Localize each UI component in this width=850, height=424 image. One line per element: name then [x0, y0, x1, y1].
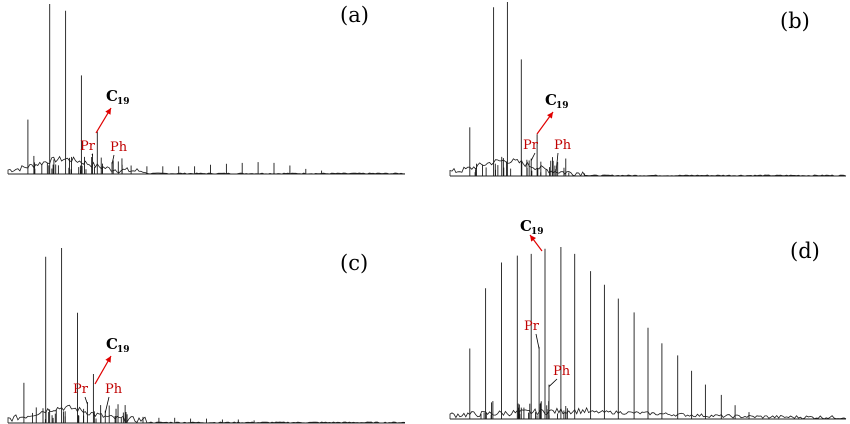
c19-label: C: [520, 217, 532, 235]
c19-arrowhead: [530, 235, 536, 242]
panel-label: (c): [340, 251, 368, 275]
baseline-trace: [449, 406, 847, 420]
panel-label: (b): [780, 9, 810, 33]
phytane-label: Ph: [105, 382, 123, 397]
phytane-label: Ph: [110, 140, 128, 155]
chromatogram-panel-4: Pr Ph C 19 (d): [449, 217, 847, 420]
c19-label: C: [106, 335, 118, 353]
pristane-label: Pr: [80, 139, 96, 154]
phytane-label: Ph: [553, 364, 571, 379]
c19-label: C: [106, 87, 118, 105]
phytane-leader: [548, 378, 558, 387]
pristane-leader: [535, 333, 540, 349]
c19-subscript: 19: [556, 101, 569, 111]
phytane-leader: [555, 152, 559, 172]
pristane-label: Pr: [73, 382, 89, 397]
pristane-leader: [530, 152, 536, 161]
c19-arrowhead: [105, 356, 111, 363]
pristane-leader: [84, 396, 88, 405]
panel-label: (a): [340, 3, 369, 27]
chromatogram-panel-2: Pr Ph C 19 (b): [449, 2, 847, 177]
c19-subscript: 19: [531, 227, 544, 237]
c19-subscript: 19: [117, 345, 130, 355]
chromatogram-panel-1: Pr Ph C 19 (a): [7, 3, 405, 175]
c19-subscript: 19: [117, 97, 130, 107]
phytane-leader: [111, 154, 115, 165]
phytane-leader: [104, 396, 110, 413]
c19-arrowhead: [105, 108, 111, 115]
baseline-trace: [7, 155, 405, 175]
phytane-label: Ph: [554, 138, 572, 153]
panel-label: (d): [790, 239, 820, 263]
chromatogram-panel-3: Pr Ph C 19 (c): [7, 248, 406, 424]
baseline-trace: [449, 158, 847, 177]
pristane-label: Pr: [524, 319, 540, 334]
pristane-label: Pr: [523, 138, 539, 153]
c19-arrowhead: [547, 112, 553, 119]
c19-label: C: [545, 91, 557, 109]
pristane-leader: [91, 153, 93, 156]
